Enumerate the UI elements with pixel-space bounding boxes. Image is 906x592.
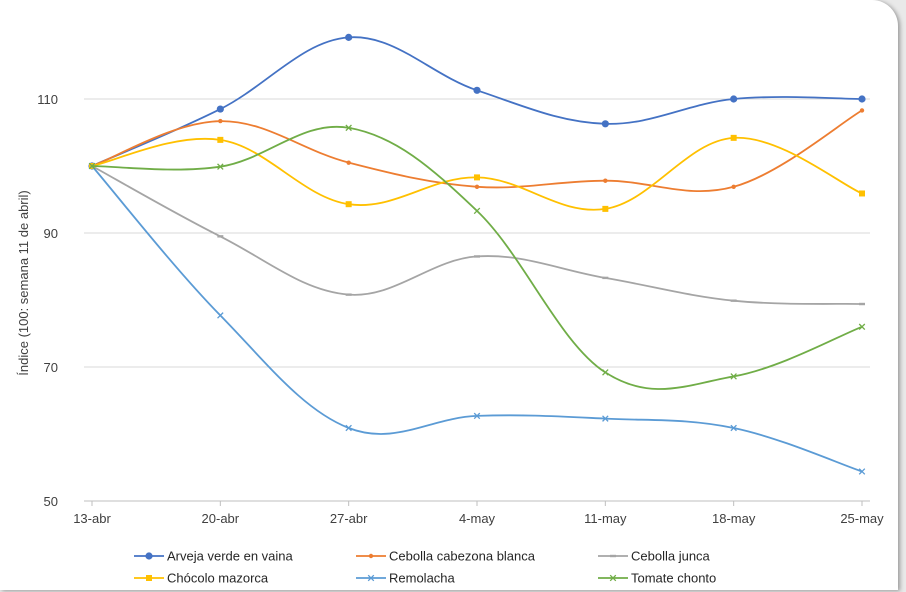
data-point	[602, 205, 609, 212]
y-axis-ticks: 50 70 90 110	[37, 92, 58, 509]
data-point	[345, 124, 352, 132]
data-point	[474, 184, 480, 189]
data-point	[217, 136, 224, 143]
x-tick-label: 18-may	[712, 511, 756, 526]
series-line	[91, 36, 863, 167]
data-point	[473, 412, 481, 420]
data-point	[474, 255, 480, 258]
legend-swatch-marker	[368, 553, 374, 559]
legend-item: Tomate chonto	[598, 571, 716, 586]
x-axis-ticks: 13-abr 20-abr 27-abr 4-may 11-may 18-may 25-ma…	[73, 501, 884, 526]
data-point	[730, 95, 738, 103]
data-point	[217, 163, 224, 170]
data-point	[859, 108, 865, 113]
legend-label: Tomate chonto	[631, 571, 716, 586]
data-point	[473, 207, 481, 215]
data-point	[858, 323, 866, 331]
data-point	[730, 373, 737, 380]
data-point	[603, 178, 608, 183]
x-tick-label: 27-abr	[330, 511, 368, 526]
y-tick-label: 110	[37, 92, 58, 107]
y-tick-label: 70	[44, 360, 58, 375]
x-tick-label: 4-may	[459, 511, 496, 526]
legend-item: Arveja verde en vaina	[134, 549, 294, 564]
data-point	[859, 190, 865, 197]
data-point	[218, 118, 223, 124]
legend-label: Chócolo mazorca	[167, 571, 269, 586]
legend-swatch-marker	[146, 575, 152, 581]
legend-label: Remolacha	[389, 571, 456, 586]
y-axis-label: Índice (100: semana 11 de abril)	[16, 190, 31, 375]
x-tick-label: 20-abr	[202, 511, 240, 526]
data-point	[602, 369, 609, 376]
legend-label: Arveja verde en vaina	[167, 549, 294, 564]
data-point	[602, 415, 609, 422]
data-point	[345, 201, 352, 208]
x-tick-label: 11-may	[584, 511, 627, 526]
data-point	[731, 184, 736, 189]
y-tick-label: 90	[44, 226, 58, 241]
series-5	[88, 124, 866, 390]
legend-swatch-marker	[367, 574, 375, 582]
legend-item: Remolacha	[356, 571, 456, 586]
series-line	[91, 125, 863, 390]
series-0	[88, 33, 866, 170]
data-point	[858, 95, 866, 103]
legend-label: Cebolla cabezona blanca	[389, 549, 536, 564]
data-point	[602, 276, 609, 280]
data-point	[346, 160, 351, 165]
x-tick-label: 13-abr	[73, 511, 111, 526]
data-point	[217, 312, 224, 319]
legend-swatch-marker	[609, 574, 617, 582]
data-point	[730, 299, 737, 302]
legend-item: Chócolo mazorca	[134, 571, 269, 586]
legend: Arveja verde en vaina Cebolla cabezona bl…	[134, 549, 716, 586]
data-point	[601, 120, 609, 128]
legend-item: Cebolla cabezona blanca	[356, 549, 536, 564]
data-point	[345, 424, 352, 432]
data-point	[345, 293, 352, 296]
data-point	[473, 86, 481, 94]
data-point	[216, 105, 224, 113]
series-line	[91, 136, 863, 211]
data-point	[858, 468, 866, 475]
data-point	[345, 33, 353, 41]
legend-label: Cebolla junca	[631, 549, 711, 564]
data-point	[474, 174, 480, 181]
y-tick-label: 50	[44, 494, 58, 509]
data-point	[730, 424, 737, 432]
series-lines	[88, 33, 866, 475]
data-point	[217, 235, 224, 238]
data-point	[859, 302, 865, 306]
data-point	[88, 162, 96, 170]
legend-swatch-marker	[145, 552, 153, 560]
legend-swatch-marker	[610, 554, 616, 558]
series-3	[89, 134, 865, 212]
data-point	[730, 134, 737, 141]
x-tick-label: 25-may	[840, 511, 884, 526]
legend-item: Cebolla junca	[598, 549, 711, 564]
